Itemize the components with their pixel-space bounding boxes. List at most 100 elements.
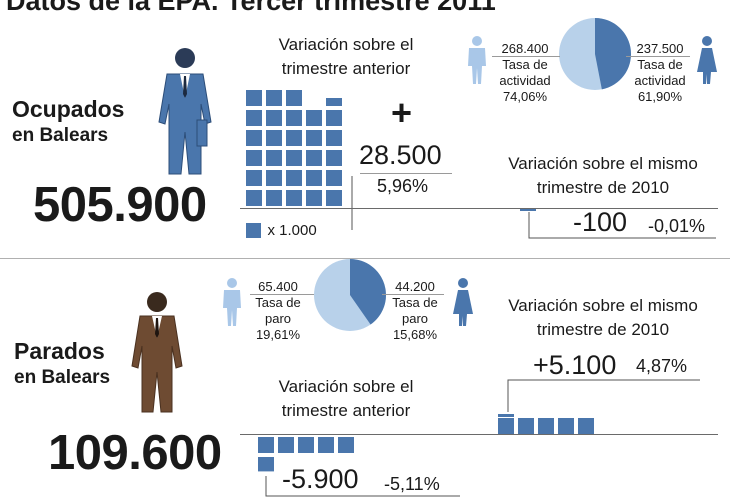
parados-year-block <box>558 418 574 434</box>
parados-year-block <box>578 418 594 434</box>
parados-quarter-block <box>338 437 354 453</box>
parados-quarter-block <box>258 437 274 453</box>
parados-total: 109.600 <box>48 426 222 480</box>
parados-women-block: 44.200 Tasa de paro 15,68% <box>380 279 450 343</box>
parados-quarter-heading-line1: Variación sobre el <box>278 377 414 396</box>
ocupados-label: Ocupados en Balears <box>12 96 124 148</box>
parados-year-change-pct: 4,87% <box>636 356 688 376</box>
ocupados-quarter-block <box>326 150 342 166</box>
female-icon <box>697 36 717 84</box>
ocupados-men-value: 268.400 <box>501 41 549 56</box>
ocupados-women-value: 237.500 <box>636 41 684 56</box>
ocupados-total: 505.900 <box>33 178 207 232</box>
ocupados-quarter-block <box>286 170 302 186</box>
ocupados-quarter-block <box>246 150 262 166</box>
ocupados-year-heading: Variación sobre el mismo trimestre de 20… <box>488 152 718 200</box>
ocupados-quarter-block <box>246 190 262 206</box>
ocupados-year-change: -100 <box>573 207 628 237</box>
ocupados-quarter-block <box>326 110 342 126</box>
ocupados-quarter-partial-block <box>326 98 342 106</box>
ocupados-women-leader <box>626 56 690 57</box>
parados-men-block: 65.400 Tasa de paro 19,61% <box>246 279 310 343</box>
ocupados-quarter-block <box>286 110 302 126</box>
ocupados-quarter-heading: Variación sobre el trimestre anterior <box>256 33 436 81</box>
parados-quarter-leader <box>265 476 460 497</box>
parados-quarter-heading: Variación sobre el trimestre anterior <box>256 375 436 423</box>
ocupados-quarter-block <box>266 150 282 166</box>
ocupados-men-rate: 74,06% <box>502 89 548 104</box>
ocupados-quarter-block <box>326 170 342 186</box>
ocupados-quarter-block <box>306 110 322 126</box>
parados-quarter-block <box>318 437 334 453</box>
parados-men-leader <box>250 294 314 295</box>
ocupados-year-leader <box>528 212 716 239</box>
ocupados-quarter-block <box>326 130 342 146</box>
ocupados-quarter-block <box>246 170 262 186</box>
page-title: Datos de la EPA. Tercer trimestre 2011 <box>6 0 496 16</box>
parados-quarter-change-pct: -5,11% <box>384 474 440 494</box>
ocupados-quarter-change-pct: 5,96% <box>377 176 429 196</box>
male-icon <box>468 36 486 84</box>
parados-men-label1: Tasa de <box>255 295 301 310</box>
parados-women-rate: 15,68% <box>392 327 438 342</box>
parados-year-leader <box>507 379 700 412</box>
ocupados-quarter-block <box>306 150 322 166</box>
ocupados-men-label2: actividad <box>499 73 551 88</box>
legend-swatch <box>246 223 261 239</box>
ocupados-year-block <box>520 209 536 211</box>
ocupados-quarter-change: 28.500 <box>359 140 442 170</box>
ocupados-label-line2: en Balears <box>12 125 109 146</box>
ocupados-quarter-block <box>246 90 262 106</box>
female-icon <box>453 278 473 326</box>
parados-men-rate: 19,61% <box>255 327 301 342</box>
parados-quarter-change: -5.900 <box>282 464 359 494</box>
ocupados-quarter-block <box>326 190 342 206</box>
ocupados-axis <box>240 208 718 209</box>
parados-quarter-block <box>278 437 294 453</box>
ocupados-quarter-block <box>306 170 322 186</box>
parados-year-heading-line2: trimestre de 2010 <box>536 320 670 339</box>
ocupados-quarter-heading-line1: Variación sobre el <box>278 35 414 54</box>
parados-pie-slice-women <box>350 259 386 325</box>
ocupados-men-block: 268.400 Tasa de actividad 74,06% <box>490 41 560 105</box>
section-divider <box>0 258 730 259</box>
ocupados-quarter-block <box>266 130 282 146</box>
ocupados-women-block: 237.500 Tasa de actividad 61,90% <box>624 41 696 105</box>
ocupados-quarter-block <box>286 190 302 206</box>
ocupados-quarter-block <box>306 190 322 206</box>
ocupados-year-heading-line1: Variación sobre el mismo <box>508 154 698 173</box>
ocupados-men-leader <box>492 56 560 57</box>
parados-year-heading: Variación sobre el mismo trimestre de 20… <box>488 294 718 342</box>
ocupados-quarter-block <box>266 170 282 186</box>
parados-women-value: 44.200 <box>395 279 435 294</box>
parados-women-label2: paro <box>401 311 429 326</box>
ocupados-quarter-block <box>266 90 282 106</box>
parados-label-line1: Parados <box>14 338 105 364</box>
parados-quarter-partial-block <box>258 457 274 472</box>
parados-year-partial-block <box>498 414 514 417</box>
ocupados-quarter-heading-line2: trimestre anterior <box>281 59 411 78</box>
parados-quarter-block <box>298 437 314 453</box>
plus-sign: + <box>391 92 413 133</box>
man-in-blue-suit-icon <box>158 48 212 175</box>
parados-men-value: 65.400 <box>258 279 298 294</box>
ocupados-quarter-block <box>246 110 262 126</box>
parados-year-heading-line1: Variación sobre el mismo <box>508 296 698 315</box>
ocupados-women-label1: Tasa de <box>637 57 683 72</box>
ocupados-legend: x 1.000 <box>246 222 317 240</box>
ocupados-quarter-block <box>286 90 302 106</box>
ocupados-women-rate: 61,90% <box>637 89 683 104</box>
parados-women-leader <box>382 294 444 295</box>
male-icon <box>223 278 241 326</box>
ocupados-women-label2: actividad <box>634 73 686 88</box>
ocupados-quarter-block <box>246 130 262 146</box>
parados-men-label2: paro <box>264 311 292 326</box>
ocupados-quarter-block <box>306 130 322 146</box>
ocupados-pie-slice-women <box>595 18 632 90</box>
parados-year-change: +5.100 <box>533 350 617 380</box>
